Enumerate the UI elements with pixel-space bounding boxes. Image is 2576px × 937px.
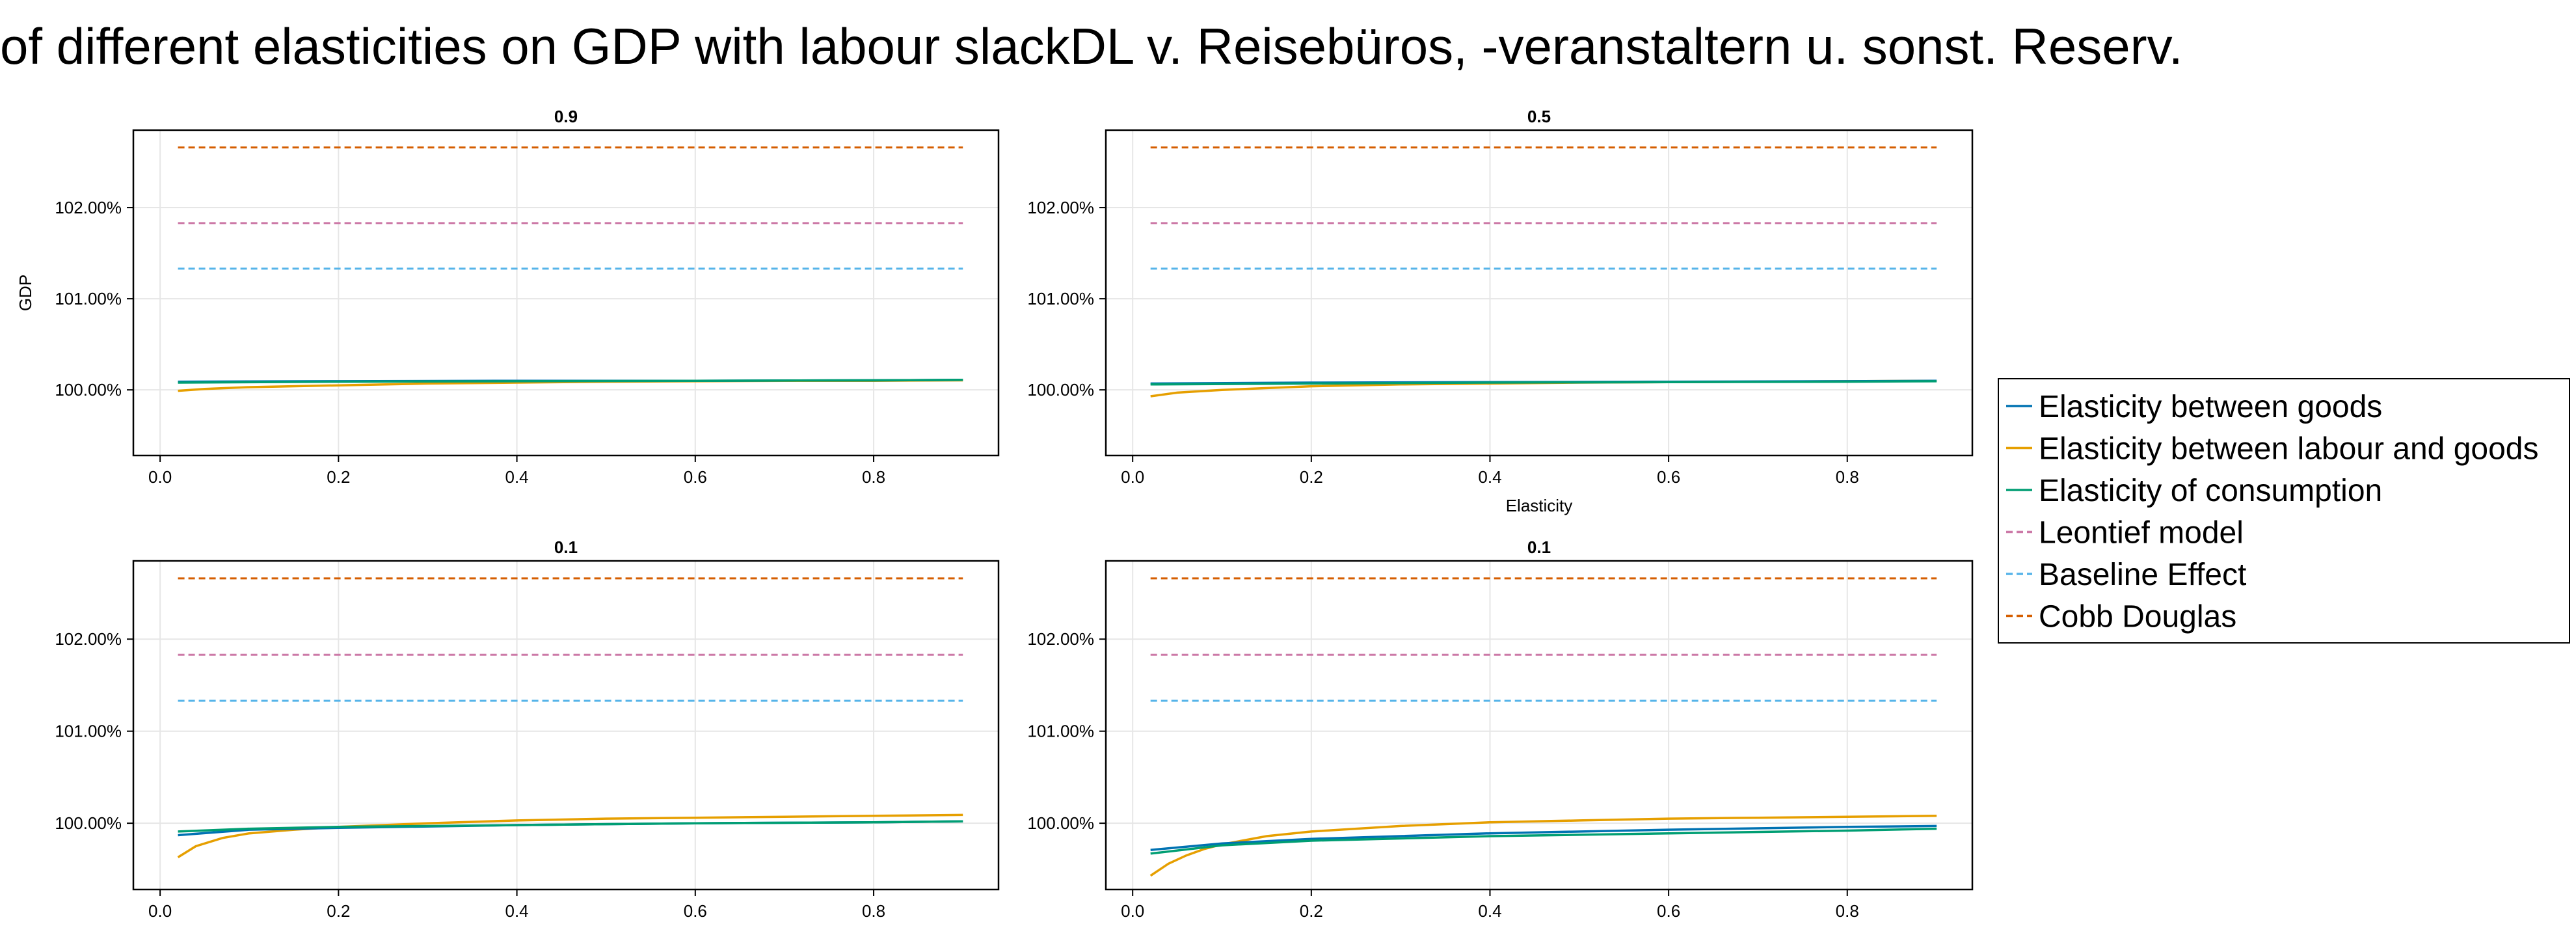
y-tick-label: 100.00% xyxy=(1027,813,1094,833)
panel-title: 0.9 xyxy=(554,107,578,126)
y-tick-label: 101.00% xyxy=(1027,722,1094,741)
panel-title: 0.1 xyxy=(1527,537,1551,557)
x-tick-label: 0.4 xyxy=(505,901,529,921)
legend-entry: Baseline Effect xyxy=(2039,558,2246,592)
series-line-elasticity-of-consumption xyxy=(178,820,963,833)
panel-title: 0.1 xyxy=(554,537,578,557)
plot-frame xyxy=(1105,560,1974,891)
panel-2: 0.0 0.2 0.4 0.6 0.8 100.00% 101.00% 102.00% 0.5 E… xyxy=(1027,107,1974,515)
x-tick-label: 0.2 xyxy=(1300,901,1323,921)
legend-entry: Elasticity of consumption xyxy=(2039,474,2382,508)
y-tick-label: 102.00% xyxy=(1027,198,1094,217)
x-tick-label: 0.4 xyxy=(1478,467,1501,487)
y-tick-label: 101.00% xyxy=(55,722,122,741)
x-tick-label: 0.4 xyxy=(505,467,529,487)
x-axis-label: Elasticity xyxy=(1506,496,1573,515)
x-tick-label: 0.6 xyxy=(684,467,707,487)
legend: Elasticity between goods Elasticity betwe… xyxy=(1998,378,2570,644)
x-tick-label: 0.6 xyxy=(1657,467,1680,487)
legend-entry: Cobb Douglas xyxy=(2039,600,2236,634)
x-tick-label: 0.0 xyxy=(148,901,172,921)
legend-entry: Leontief model xyxy=(2039,516,2244,550)
plot-frame xyxy=(132,560,1000,891)
y-tick-label: 102.00% xyxy=(1027,629,1094,649)
legend-entry: Elasticity between goods xyxy=(2039,390,2382,424)
x-tick-label: 0.0 xyxy=(148,467,172,487)
plot-frame xyxy=(132,129,1000,457)
plot-frame xyxy=(1105,129,1974,457)
x-tick-label: 0.6 xyxy=(1657,901,1680,921)
figure-title: of different elasticities on GDP with la… xyxy=(0,18,2183,75)
y-tick-label: 101.00% xyxy=(1027,289,1094,308)
series-line-elasticity-between-labour-and-goods xyxy=(1149,815,1937,877)
legend-entry: Elasticity between labour and goods xyxy=(2039,432,2539,467)
series-line-elasticity-of-consumption xyxy=(178,379,963,384)
series-line-elasticity-between-goods xyxy=(1150,824,1937,851)
y-tick-label: 100.00% xyxy=(55,380,122,400)
x-tick-label: 0.8 xyxy=(862,467,885,487)
panel-3: 0.0 0.2 0.4 0.6 0.8 100.00% 101.00% 102.00% 0.1 xyxy=(55,537,1000,921)
x-tick-label: 0.8 xyxy=(1836,467,1859,487)
y-tick-label: 100.00% xyxy=(1027,380,1094,400)
series-line-elasticity-between-labour-and-goods xyxy=(177,813,963,858)
series-line-elasticity-of-consumption xyxy=(1150,380,1937,386)
y-axis-label: GDP xyxy=(16,275,35,311)
x-tick-label: 0.8 xyxy=(862,901,885,921)
x-tick-label: 0.4 xyxy=(1478,901,1501,921)
x-tick-label: 0.2 xyxy=(327,901,350,921)
x-tick-label: 0.6 xyxy=(684,901,707,921)
x-tick-label: 0.0 xyxy=(1121,901,1144,921)
series-line-elasticity-of-consumption xyxy=(1150,827,1937,855)
x-tick-label: 0.0 xyxy=(1121,467,1144,487)
x-tick-label: 0.2 xyxy=(327,467,350,487)
y-tick-label: 102.00% xyxy=(55,198,122,217)
x-tick-label: 0.8 xyxy=(1836,901,1859,921)
panel-4: 0.0 0.2 0.4 0.6 0.8 100.00% 101.00% 102.00% 0.1 xyxy=(1027,537,1974,921)
panel-1: 0.0 0.2 0.4 0.6 0.8 100.00% 101.00% 102.00% 0.9 G… xyxy=(16,107,1000,487)
y-tick-label: 100.00% xyxy=(55,813,122,833)
legend-frame xyxy=(1998,378,2570,644)
y-tick-label: 101.00% xyxy=(55,289,122,308)
panel-title: 0.5 xyxy=(1527,107,1551,126)
x-tick-label: 0.2 xyxy=(1300,467,1323,487)
y-tick-label: 102.00% xyxy=(55,629,122,649)
